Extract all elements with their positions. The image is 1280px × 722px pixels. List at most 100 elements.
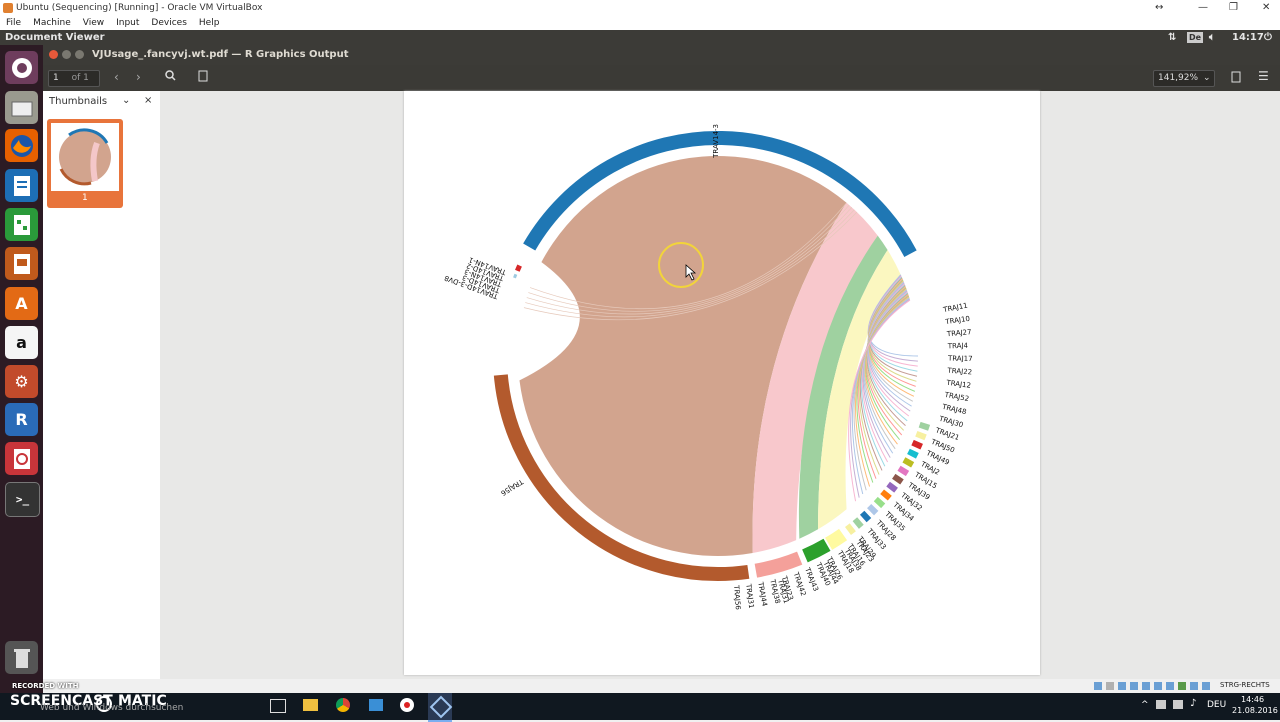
close-button[interactable]: ✕ — [1262, 2, 1271, 13]
ribbon-line — [848, 299, 911, 502]
host-status-bar: STRG-RECHTS — [1090, 679, 1280, 693]
tray-language[interactable]: DEU — [1207, 700, 1227, 710]
document-properties-icon[interactable] — [1231, 71, 1241, 86]
minimize-window-icon[interactable] — [62, 50, 71, 59]
sector-arc-trav14n-1 — [515, 264, 522, 272]
terminal-icon[interactable]: >_ — [5, 482, 40, 517]
watermark-caption: RECORDED WITH — [12, 682, 79, 690]
watermark-brand-suffix: MATIC — [118, 693, 167, 709]
screencast-recorder-icon[interactable] — [400, 698, 414, 712]
label-right: TRAJ52 — [943, 391, 970, 403]
firefox-icon[interactable] — [5, 129, 38, 162]
virtualbox-task-icon[interactable] — [428, 693, 453, 722]
ubuntu-software-icon[interactable]: A — [5, 287, 38, 320]
restore-button[interactable]: ❐ — [1229, 2, 1238, 13]
host-key-label: STRG-RECHTS — [1220, 681, 1270, 689]
ribbon-line-left — [529, 202, 847, 310]
power-icon[interactable]: ⏻ — [1264, 32, 1272, 43]
ribbon-line-left — [525, 209, 855, 318]
label-right: TRAJ17 — [947, 354, 973, 362]
mouse-cursor-icon — [685, 264, 697, 281]
trash-icon[interactable] — [5, 641, 38, 674]
pdf-page: TRAV14-3 TRAV14N-1 TRAV14D-2 TRAV14N-3 TRAV1… — [404, 91, 1040, 675]
tray-network-icon[interactable] — [1156, 700, 1166, 709]
previous-page-icon[interactable]: ‹ — [114, 70, 119, 84]
ribbon-line — [851, 298, 910, 495]
search-icon[interactable] — [165, 70, 176, 84]
zoom-dropdown[interactable]: 141,92% ⌄ — [1153, 70, 1215, 87]
sector-arc-small — [892, 473, 904, 485]
sector-arc-small — [918, 421, 931, 431]
close-window-icon[interactable] — [49, 50, 58, 59]
file-explorer-icon[interactable] — [303, 699, 318, 711]
sector-arc-trav14-3 — [523, 131, 917, 257]
screencast-logo-icon — [96, 696, 112, 712]
libreoffice-impress-icon[interactable] — [5, 247, 38, 280]
network-icon[interactable]: ⇅ — [1168, 32, 1177, 43]
resize-icon[interactable]: ↔ — [1155, 2, 1164, 13]
maximize-window-icon[interactable] — [75, 50, 84, 59]
sector-arc-trav14d-2 — [513, 273, 518, 279]
volume-icon[interactable]: 🔈︎ — [1209, 32, 1215, 43]
sidebar-close-icon[interactable]: × — [144, 95, 153, 106]
chrome-icon[interactable] — [336, 698, 350, 712]
r-app-icon[interactable]: R — [5, 403, 38, 436]
sector-arc-traj56 — [493, 374, 750, 581]
sector-arc-traj38 — [825, 528, 848, 550]
taskbar-search[interactable]: Web und Windows durchsuchen — [40, 703, 184, 713]
keyboard-layout-indicator[interactable]: De — [1187, 32, 1204, 43]
menu-view[interactable]: View — [82, 18, 105, 28]
menu-icon[interactable]: ☰ — [1258, 69, 1269, 83]
menu-machine[interactable]: Machine — [33, 18, 71, 28]
sidebar-title[interactable]: Thumbnails — [49, 96, 108, 107]
task-view-icon[interactable] — [270, 699, 286, 713]
store-icon[interactable] — [369, 699, 383, 711]
page-number-input[interactable]: 1 — [53, 73, 59, 83]
tray-battery-icon[interactable] — [1173, 700, 1183, 709]
tray-chevron-up-icon[interactable]: ^ — [1141, 700, 1149, 710]
document-viewer-icon[interactable] — [5, 442, 38, 475]
sector-arc-small — [867, 503, 879, 516]
label-right: TRAJ11 — [942, 302, 969, 315]
sector-arc-small — [852, 517, 864, 529]
files-icon[interactable] — [5, 91, 38, 124]
viewer-window-title: VJUsage_.fancyvj.wt.pdf — R Graphics Out… — [92, 49, 349, 60]
libreoffice-writer-icon[interactable] — [5, 169, 38, 202]
device-status-icons — [1094, 682, 1210, 690]
ribbon-line — [863, 289, 907, 450]
libreoffice-calc-icon[interactable] — [5, 208, 38, 241]
thumbnail-page-1[interactable]: 1 — [47, 119, 123, 208]
sidebar-dropdown-icon[interactable]: ⌄ — [122, 95, 131, 106]
label-right: TRAJ56 — [732, 584, 742, 611]
label-right: TRAJ27 — [946, 328, 972, 338]
zoom-value: 141,92% — [1158, 73, 1199, 83]
ubuntu-dash-icon[interactable] — [5, 51, 38, 84]
chevron-down-icon: ⌄ — [1203, 73, 1211, 83]
menu-devices[interactable]: Devices — [151, 18, 187, 28]
label-right: TRAJ12 — [945, 379, 971, 390]
panel-clock[interactable]: 14:17 — [1232, 32, 1264, 43]
annotations-icon[interactable] — [198, 70, 208, 85]
tray-volume-icon[interactable]: ♪ — [1190, 698, 1197, 709]
host-title-bar: Ubuntu (Sequencing) [Running] - Oracle V… — [0, 0, 1280, 16]
ribbon-line-left — [526, 207, 853, 315]
label-right: TRAJ31 — [744, 583, 755, 609]
ribbon-line — [862, 290, 908, 458]
sector-arc-small — [886, 481, 898, 493]
page-selector[interactable]: 1 of 1 — [48, 70, 100, 87]
minimize-button[interactable]: — — [1198, 2, 1208, 13]
menu-help[interactable]: Help — [198, 18, 220, 28]
cursor-highlight — [658, 242, 704, 288]
amazon-icon[interactable]: a — [5, 326, 38, 359]
ribbon-traj38 — [818, 250, 901, 530]
tray-date[interactable]: 21.08.2016 — [1232, 706, 1278, 715]
system-settings-icon[interactable]: ⚙ — [5, 365, 38, 398]
thumbnail-label: 1 — [82, 193, 88, 203]
virtualbox-icon — [3, 3, 13, 13]
next-page-icon[interactable]: › — [136, 70, 141, 84]
menu-file[interactable]: File — [6, 18, 22, 28]
tray-time[interactable]: 14:46 — [1241, 695, 1265, 704]
sector-arc-small — [897, 465, 910, 477]
ribbon-line-left — [523, 211, 858, 321]
menu-input[interactable]: Input — [116, 18, 140, 28]
